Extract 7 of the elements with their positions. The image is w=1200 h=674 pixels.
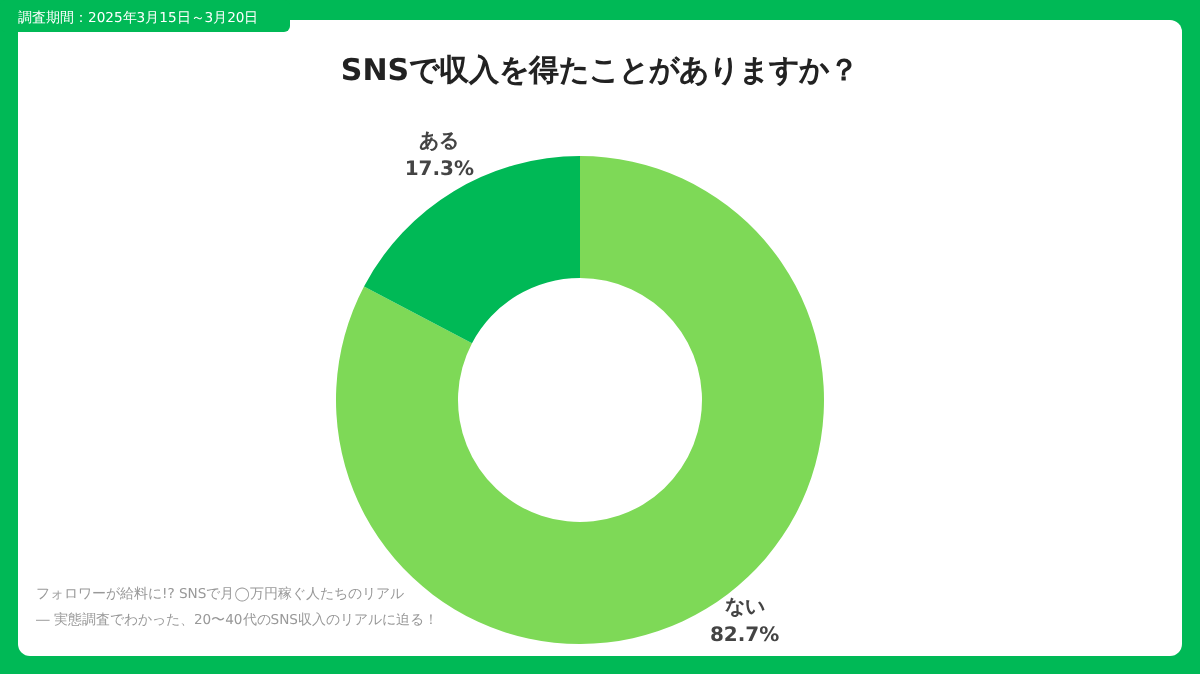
data-label: 17.3% — [404, 159, 475, 182]
data-label: 82.7% — [709, 624, 780, 647]
donut-slice — [364, 156, 580, 344]
slice-label: ない — [724, 596, 765, 619]
slice-label: ある — [419, 131, 460, 154]
donut-slice — [336, 156, 824, 644]
chart-title: SNSで収入を得たことがありますか？ — [340, 52, 860, 88]
